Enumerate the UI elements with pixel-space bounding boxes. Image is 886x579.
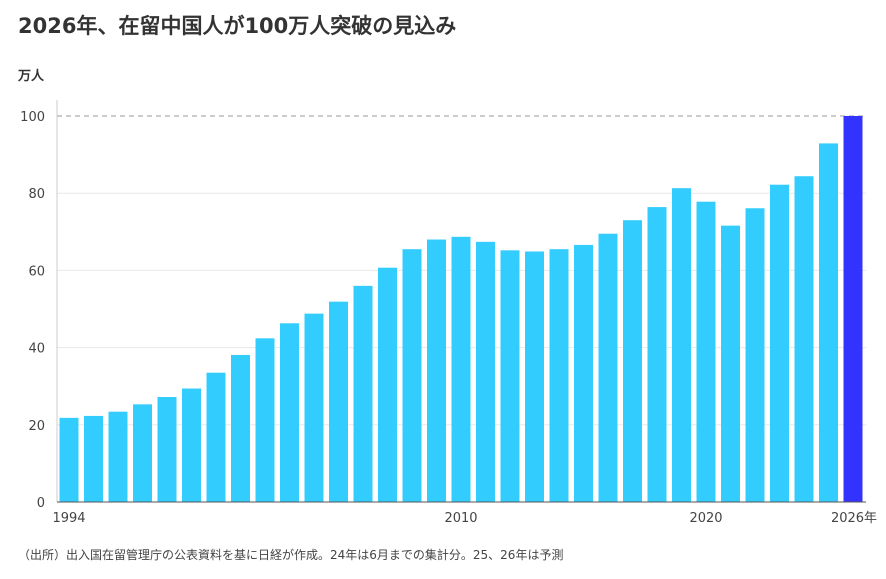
bar xyxy=(647,207,667,502)
source-note: （出所）出入国在留管理庁の公表資料を基に日経が作成。24年は6月までの集計分。2… xyxy=(18,548,564,562)
y-tick-label: 100 xyxy=(20,110,45,125)
y-tick-label: 20 xyxy=(28,419,45,434)
x-tick-label: 2020 xyxy=(689,511,722,526)
y-axis-unit-label: 万人 xyxy=(18,69,45,84)
bar xyxy=(84,415,103,502)
bar xyxy=(500,250,520,502)
bar xyxy=(574,244,593,502)
bar xyxy=(133,404,152,502)
bar xyxy=(770,184,789,502)
bar xyxy=(280,323,299,502)
bar xyxy=(353,285,373,502)
bar xyxy=(231,354,250,502)
x-tick-label: 2010 xyxy=(444,511,477,526)
bar xyxy=(745,208,765,502)
x-tick-label: 2026年 xyxy=(831,511,877,526)
bar xyxy=(623,220,642,502)
y-tick-label: 0 xyxy=(37,496,45,511)
bar xyxy=(206,372,226,502)
bar xyxy=(182,388,201,502)
bar xyxy=(794,176,814,502)
bar xyxy=(378,267,397,502)
bar xyxy=(525,251,544,502)
bar xyxy=(672,188,691,502)
bar xyxy=(255,338,275,502)
bar xyxy=(598,233,618,503)
y-tick-label: 40 xyxy=(28,342,45,357)
bar xyxy=(451,236,471,502)
x-tick-label: 1994 xyxy=(52,511,85,526)
bar-highlight xyxy=(843,116,863,502)
bar xyxy=(108,411,128,502)
bar xyxy=(402,249,422,502)
chart-title: 2026年、在留中国人が100万人突破の見込み xyxy=(18,14,457,38)
y-tick-label: 60 xyxy=(28,264,45,279)
bar xyxy=(696,201,716,502)
bar xyxy=(157,397,177,502)
bar xyxy=(59,417,79,502)
bar xyxy=(476,241,495,502)
bar xyxy=(427,239,446,502)
bar xyxy=(304,313,324,502)
bar xyxy=(329,301,348,502)
bar xyxy=(549,249,569,502)
bar xyxy=(819,143,838,502)
bar xyxy=(721,225,740,502)
y-tick-label: 80 xyxy=(28,187,45,202)
